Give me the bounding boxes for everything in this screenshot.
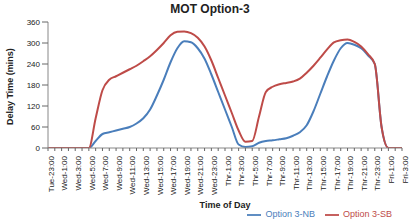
svg-text:120: 120 bbox=[27, 102, 41, 111]
svg-text:Thr-21:00: Thr-21:00 bbox=[360, 155, 369, 190]
svg-text:Wed-23:00: Wed-23:00 bbox=[210, 155, 219, 195]
svg-text:Wed-7:00: Wed-7:00 bbox=[101, 155, 110, 190]
svg-text:Thr-11:00: Thr-11:00 bbox=[292, 155, 301, 190]
svg-text:Thr-15:00: Thr-15:00 bbox=[319, 155, 328, 190]
svg-text:Tue-23:00: Tue-23:00 bbox=[47, 155, 56, 192]
svg-text:Wed-19:00: Wed-19:00 bbox=[183, 155, 192, 195]
svg-text:Thr-7:00: Thr-7:00 bbox=[265, 155, 274, 186]
svg-text:Wed-15:00: Wed-15:00 bbox=[156, 155, 165, 195]
svg-text:300: 300 bbox=[27, 39, 41, 48]
svg-text:Wed-5:00: Wed-5:00 bbox=[88, 155, 97, 190]
svg-text:Thr-23:00: Thr-23:00 bbox=[373, 155, 382, 190]
svg-text:0: 0 bbox=[36, 144, 41, 153]
svg-text:Wed-3:00: Wed-3:00 bbox=[74, 155, 83, 190]
svg-text:Wed-9:00: Wed-9:00 bbox=[115, 155, 124, 190]
svg-text:Wed-13:00: Wed-13:00 bbox=[142, 155, 151, 195]
svg-text:Thr-1:00: Thr-1:00 bbox=[224, 155, 233, 186]
svg-text:Time of Day: Time of Day bbox=[200, 200, 251, 210]
html-text:MOT Option-3: MOT Option-3 bbox=[170, 2, 250, 16]
svg-text:Thr-9:00: Thr-9:00 bbox=[278, 155, 287, 186]
svg-text:360: 360 bbox=[27, 18, 41, 27]
svg-text:Wed-17:00: Wed-17:00 bbox=[169, 155, 178, 195]
svg-text:240: 240 bbox=[27, 60, 41, 69]
html-text:Option 3-NB: Option 3-NB bbox=[265, 209, 315, 220]
svg-text:60: 60 bbox=[31, 123, 40, 132]
svg-text:Thr-19:00: Thr-19:00 bbox=[346, 155, 355, 190]
svg-text:Delay Time (mins): Delay Time (mins) bbox=[8, 48, 15, 125]
svg-text:Wed-11:00: Wed-11:00 bbox=[128, 155, 137, 194]
svg-text:Wed-1:00: Wed-1:00 bbox=[60, 155, 69, 190]
svg-text:Thr-3:00: Thr-3:00 bbox=[237, 155, 246, 186]
svg-text:Thr-5:00: Thr-5:00 bbox=[251, 155, 260, 186]
svg-text:Wed-21:00: Wed-21:00 bbox=[196, 155, 205, 195]
svg-text:Fri-3:00: Fri-3:00 bbox=[401, 155, 410, 183]
svg-text:Thr-17:00: Thr-17:00 bbox=[333, 155, 342, 190]
svg-text:Fri-1:00: Fri-1:00 bbox=[387, 155, 396, 183]
html-text:Option 3-SB: Option 3-SB bbox=[343, 209, 392, 220]
svg-text:180: 180 bbox=[27, 81, 41, 90]
svg-text:Thr-13:00: Thr-13:00 bbox=[305, 155, 314, 190]
